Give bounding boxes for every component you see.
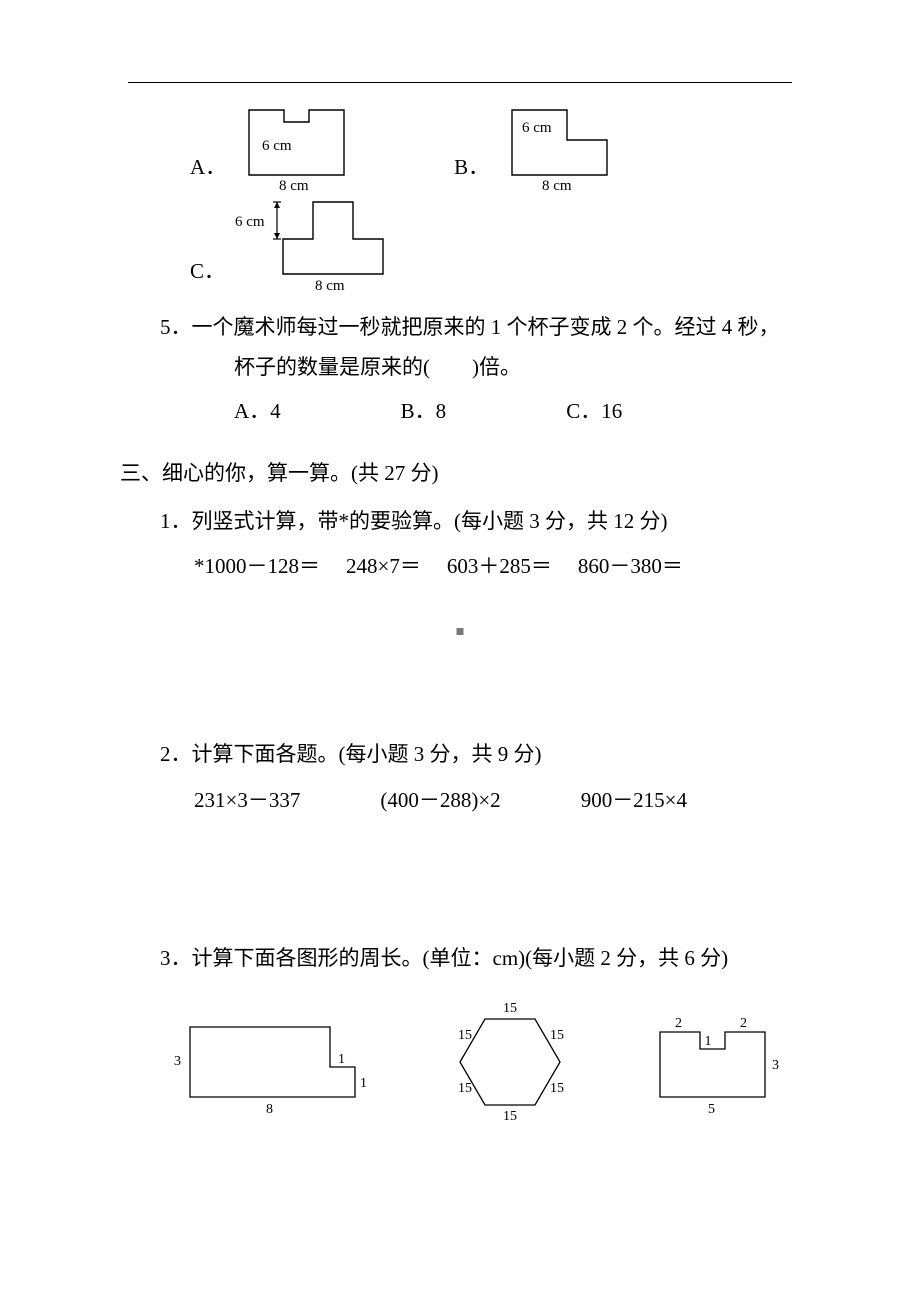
shape-c-icon: 6 cm 8 cm <box>233 194 403 294</box>
center-marker-icon <box>457 628 464 635</box>
option-a-label: A． <box>190 148 226 190</box>
fig3-tl: 2 <box>675 1016 682 1031</box>
section-3-sub1-items: *1000－128＝ 248×7＝ 603＋285＝ 860－380＝ <box>194 547 800 587</box>
fig2-bottom: 15 <box>503 1109 517 1124</box>
fig1-step-h: 1 <box>338 1052 345 1067</box>
perimeter-fig-1: 3 8 1 1 <box>160 1007 380 1117</box>
fig2-ll: 15 <box>458 1081 472 1096</box>
option-a-block: A． 6 cm 8 cm <box>190 100 354 190</box>
work-space-1 <box>120 587 800 727</box>
shape-a-width: 8 cm <box>279 178 309 190</box>
shape-b-icon: 6 cm 8 cm <box>497 100 617 190</box>
section-3-sub2: 2．计算下面各题。(每小题 3 分，共 9 分) <box>160 735 800 775</box>
perimeter-fig-2: 15 15 15 15 15 15 <box>430 997 590 1127</box>
shape-a-height: 6 cm <box>262 138 292 154</box>
perimeter-figures: 3 8 1 1 15 15 15 15 15 15 2 2 1 3 <box>160 997 800 1127</box>
fig2-ul: 15 <box>458 1028 472 1043</box>
q5-line1: 5．一个魔术师每过一秒就把原来的 1 个杯子变成 2 个。经过 4 秒， <box>160 308 800 348</box>
calc-item: *1000－128＝ <box>194 547 320 587</box>
page: A． 6 cm 8 cm B． 6 cm 8 cm C． <box>0 0 920 1302</box>
shape-b-width: 8 cm <box>542 178 572 190</box>
shape-b-height: 6 cm <box>522 120 552 136</box>
shape-a-icon: 6 cm 8 cm <box>234 100 354 190</box>
question-5: 5．一个魔术师每过一秒就把原来的 1 个杯子变成 2 个。经过 4 秒， 杯子的… <box>160 308 800 432</box>
fig2-lr: 15 <box>550 1081 564 1096</box>
fig2-top: 15 <box>503 1001 517 1016</box>
content-area: A． 6 cm 8 cm B． 6 cm 8 cm C． <box>120 100 800 1127</box>
calc-item: 231×3－337 <box>194 781 300 821</box>
calc-item: (400－288)×2 <box>380 781 500 821</box>
perimeter-fig-3: 2 2 1 3 5 <box>640 1007 800 1117</box>
option-c-block: C． 6 cm 8 cm <box>190 194 403 294</box>
fig2-ur: 15 <box>550 1028 564 1043</box>
fig3-bottom: 5 <box>708 1102 715 1117</box>
calc-item: 860－380＝ <box>578 547 683 587</box>
fig3-notch: 1 <box>705 1034 712 1049</box>
shape-c-width: 8 cm <box>315 278 345 294</box>
fig1-step-v: 1 <box>360 1076 367 1091</box>
section-3-heading: 三、细心的你，算一算。(共 27 分) <box>120 454 800 494</box>
work-space-2 <box>120 821 800 931</box>
q5-line2: 杯子的数量是原来的( )倍。 <box>234 348 800 388</box>
top-rule <box>128 82 792 83</box>
q5-options: A．4 B．8 C．16 <box>234 392 800 432</box>
option-c-label: C． <box>190 252 225 294</box>
calc-item: 248×7＝ <box>346 547 421 587</box>
section-3-sub3: 3．计算下面各图形的周长。(单位：cm)(每小题 2 分，共 6 分) <box>160 939 800 979</box>
q5-opt-c: C．16 <box>566 392 622 432</box>
options-row-1: A． 6 cm 8 cm B． 6 cm 8 cm <box>190 100 800 190</box>
calc-item: 603＋285＝ <box>447 547 552 587</box>
section-3-sub1: 1．列竖式计算，带*的要验算。(每小题 3 分，共 12 分) <box>160 502 800 542</box>
options-row-2: C． 6 cm 8 cm <box>190 194 800 294</box>
fig1-bottom: 8 <box>266 1102 273 1117</box>
section-3-sub2-items: 231×3－337 (400－288)×2 900－215×4 <box>194 781 800 821</box>
shape-c-height: 6 cm <box>235 214 265 230</box>
fig3-tr: 2 <box>740 1016 747 1031</box>
calc-item: 900－215×4 <box>581 781 687 821</box>
option-b-label: B． <box>454 148 489 190</box>
q5-opt-a: A．4 <box>234 392 281 432</box>
option-b-block: B． 6 cm 8 cm <box>454 100 617 190</box>
fig1-left: 3 <box>174 1054 181 1069</box>
q5-opt-b: B．8 <box>401 392 447 432</box>
fig3-right: 3 <box>772 1058 779 1073</box>
